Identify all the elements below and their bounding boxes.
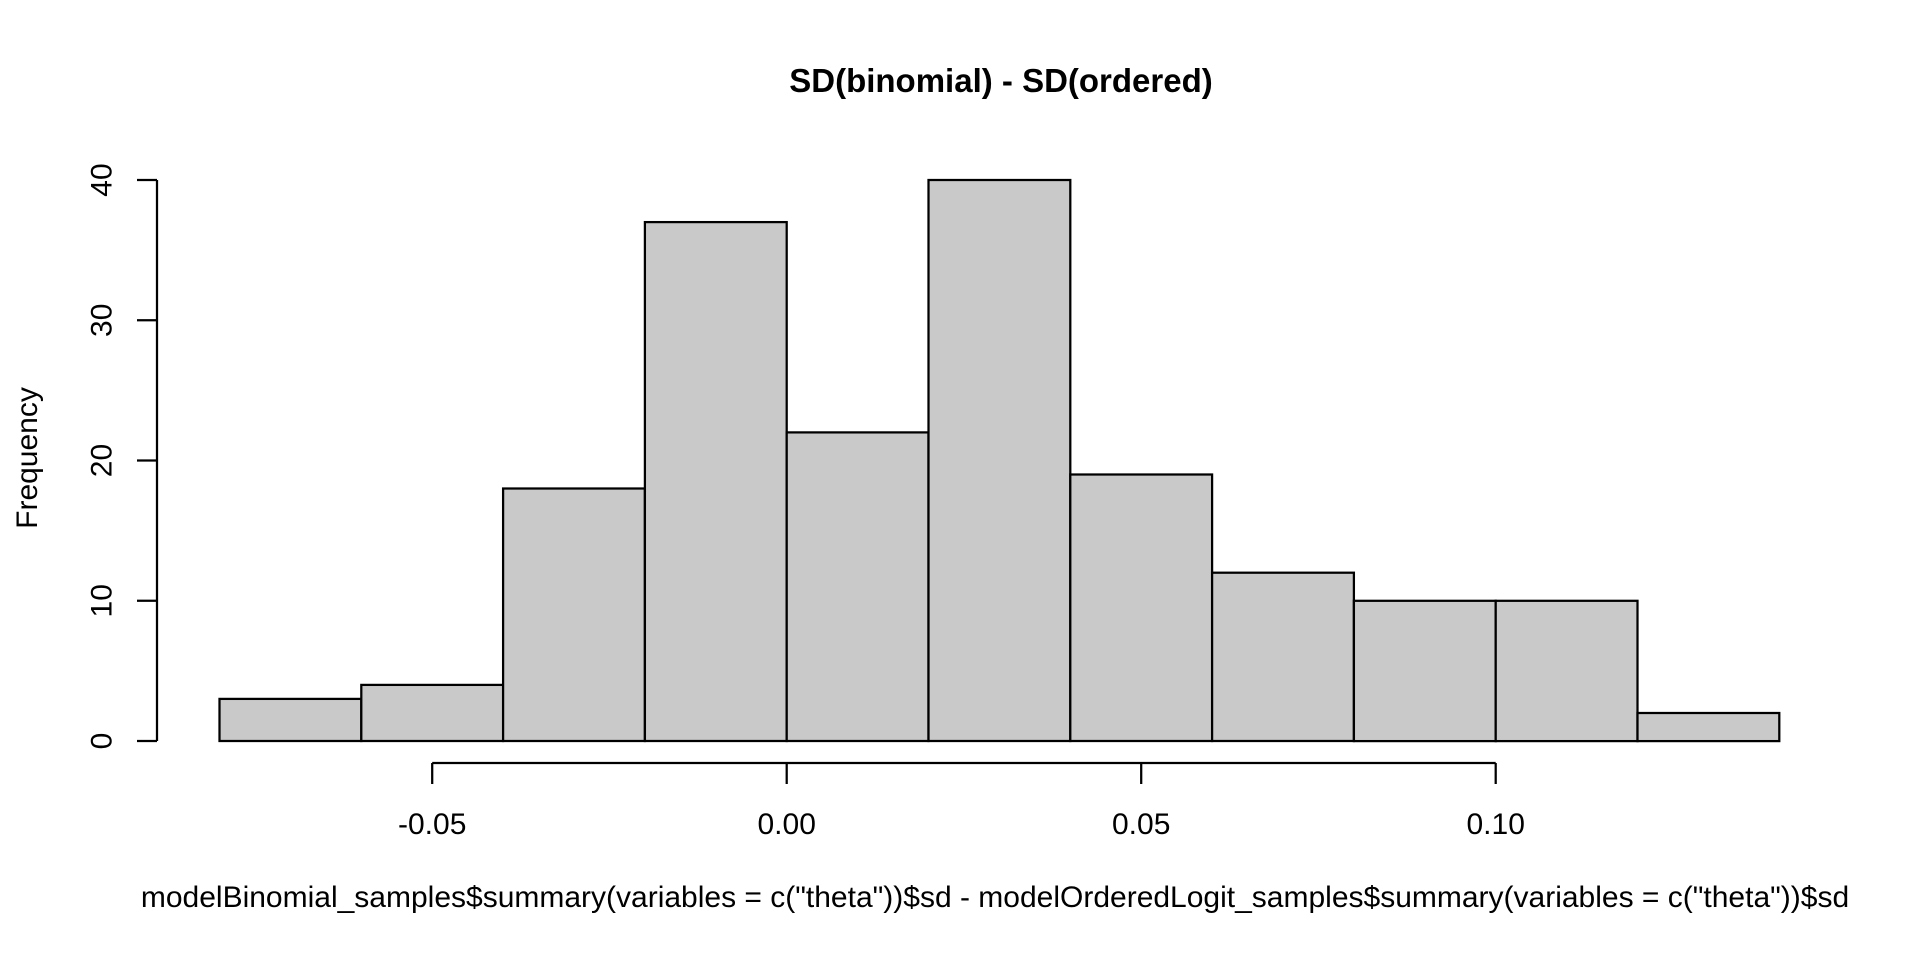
y-tick-label: 20 xyxy=(86,444,119,477)
histogram-bar xyxy=(1352,599,1497,743)
y-tick-label: 0 xyxy=(86,733,119,750)
histogram-bar xyxy=(360,683,505,743)
histogram-bar xyxy=(218,697,363,743)
y-tick-label: 30 xyxy=(86,304,119,337)
y-tick-label: 10 xyxy=(86,584,119,617)
x-tick-label: 0.10 xyxy=(1467,808,1525,841)
histogram-bar xyxy=(501,487,647,743)
histogram-bar xyxy=(927,178,1072,743)
histogram-bar xyxy=(1494,599,1639,743)
y-tick-label: 40 xyxy=(86,163,119,196)
histogram-bar xyxy=(785,431,930,743)
histogram-bar xyxy=(1069,473,1214,743)
x-tick-label: 0.05 xyxy=(1112,808,1170,841)
x-tick-label: 0.00 xyxy=(758,808,816,841)
x-tick-label: -0.05 xyxy=(398,808,466,841)
x-axis-label: modelBinomial_samples$summary(variables … xyxy=(140,881,1850,914)
y-axis-label: Frequency xyxy=(11,387,44,529)
histogram-bar xyxy=(643,220,788,743)
chart-title: SD(binomial) - SD(ordered) xyxy=(789,62,1213,99)
histogram-bar xyxy=(1210,571,1356,743)
histogram-bar xyxy=(1636,711,1781,743)
